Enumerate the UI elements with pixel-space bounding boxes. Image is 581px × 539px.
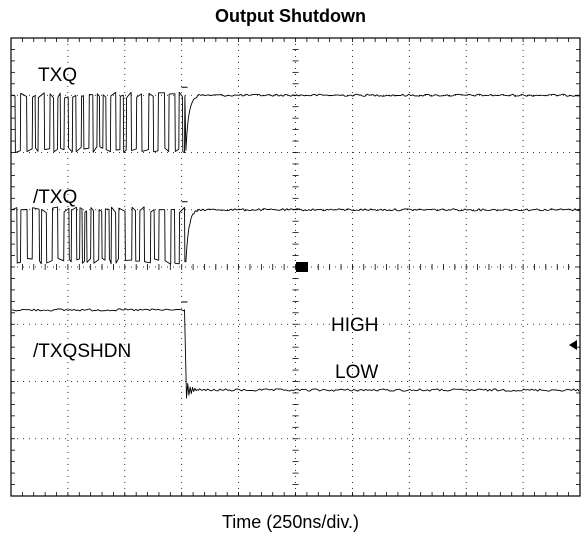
trace-layer bbox=[11, 86, 580, 399]
x-axis-label: Time (250ns/div.) bbox=[221, 512, 360, 532]
annotation-high: HIGH bbox=[331, 315, 379, 336]
trace-label-txq-inverted: /TXQ bbox=[33, 187, 77, 208]
ground-marker-icon bbox=[569, 340, 577, 350]
label-layer: TXQ /TXQ /TXQSHDN HIGH LOW bbox=[33, 65, 577, 383]
trace-label-txq: TXQ bbox=[38, 65, 77, 86]
trace-txq bbox=[11, 91, 580, 154]
plot-frame bbox=[10, 37, 581, 497]
trace-txq-inverted bbox=[11, 206, 580, 265]
chart-title: Output Shutdown bbox=[215, 6, 366, 26]
trigger-marker bbox=[296, 262, 308, 272]
trace-label-txqshdn: /TXQSHDN bbox=[33, 341, 131, 362]
trace-txqshdn bbox=[11, 308, 580, 399]
graticule bbox=[10, 37, 581, 497]
annotation-low: LOW bbox=[335, 362, 378, 383]
